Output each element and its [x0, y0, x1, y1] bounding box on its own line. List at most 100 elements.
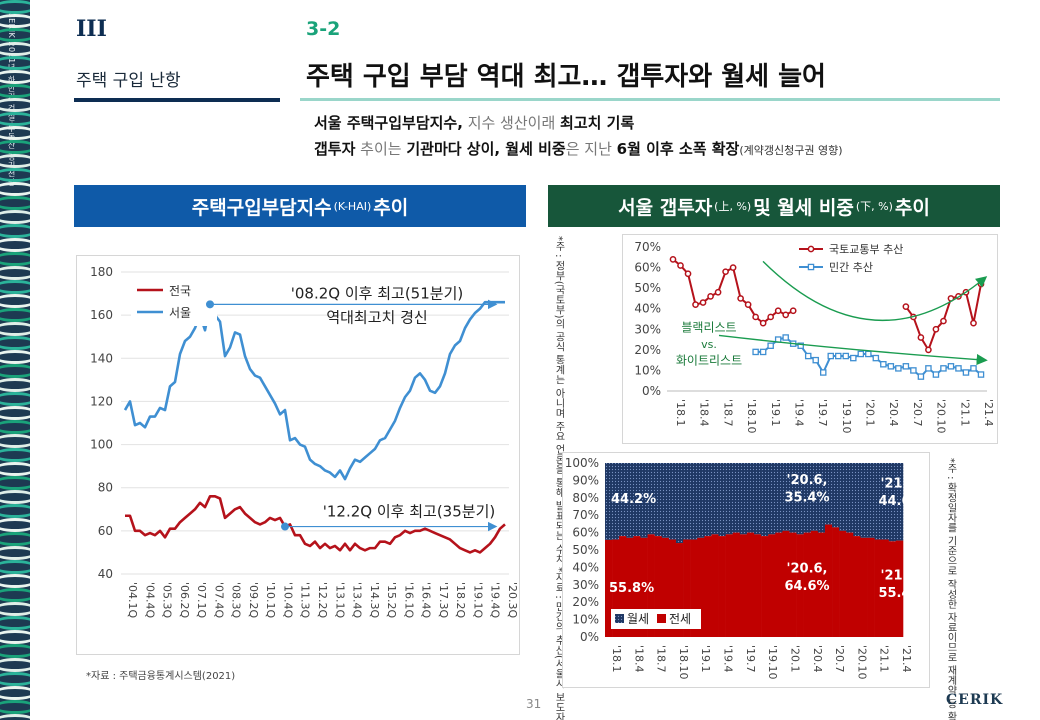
bar-jeonse: [654, 536, 663, 637]
x-tick-label: '18.10: [677, 645, 690, 680]
y-tick-label: 60: [98, 524, 113, 538]
decor-wave: [0, 0, 30, 14]
summary-2-part-c: 기관마다 상이, 월세 비중: [406, 140, 566, 158]
bar-jeonse: [874, 539, 883, 637]
bar-jeonse: [683, 539, 691, 637]
x-tick-label: '12.2Q: [316, 582, 329, 619]
data-point: [759, 348, 767, 356]
bar-jeonse: [796, 534, 804, 637]
y-tick-label: 80%: [572, 491, 599, 505]
x-tick-label: '19.7: [816, 399, 829, 427]
y-tick-label: 70%: [572, 508, 599, 522]
trend-curve-up: [762, 260, 988, 322]
decor-wave: [0, 350, 30, 364]
gap-invest-line-chart: 0% 10% 20% 30% 40% 50% 60% 70% '18.1 '18.4 '18.7 '1…: [634, 240, 995, 434]
data-point: [782, 334, 789, 341]
data-point: [729, 264, 737, 271]
x-tick-label: '19.4Q: [489, 582, 502, 619]
y-tick-label: 20%: [572, 595, 599, 609]
bar-wolse: [718, 463, 726, 537]
data-point: [917, 373, 925, 380]
bar-jeonse: [789, 532, 797, 637]
bar-wolse: [881, 463, 890, 540]
bar-wolse: [832, 463, 840, 528]
bar-jeonse: [668, 539, 677, 637]
decor-wave: [0, 308, 30, 322]
decor-wave: [0, 28, 30, 42]
bar-jeonse: [888, 541, 897, 637]
data-point: [842, 352, 850, 360]
bar-jeonse: [824, 524, 833, 637]
y-tick-label: 0%: [642, 384, 661, 398]
bar-jeonse: [839, 530, 847, 637]
x-tick-label: '19.1Q: [471, 582, 484, 619]
decor-wave: [0, 672, 30, 686]
decor-wave: [0, 588, 30, 602]
annotation-jeonse-end-2: 55.4%: [878, 586, 923, 601]
x-tick-label: '20.7: [911, 399, 924, 427]
summary-2-part-e: 6월 이후 소폭 확장: [616, 140, 740, 158]
decor-wave: [0, 574, 30, 588]
x-tick-label: '21.1: [878, 645, 891, 673]
y-tick-label: 60%: [572, 526, 599, 540]
bar-jeonse: [810, 530, 819, 637]
decor-wave: [0, 252, 30, 266]
annotation-blacklist: 블랙리스트: [681, 320, 736, 334]
y-tick-label: 180: [90, 265, 113, 279]
legend-box: [131, 278, 217, 326]
legend-swatch-wolse: [615, 614, 624, 623]
data-point: [850, 354, 857, 362]
bar-jeonse: [768, 534, 776, 637]
decor-wave: [0, 490, 30, 504]
series-line-national: [125, 495, 506, 554]
legend-box: [611, 609, 701, 629]
bar-jeonse: [711, 534, 719, 637]
bar-wolse: [690, 463, 698, 540]
x-tick-label: '07.4Q: [212, 582, 225, 619]
decor-wave: [0, 560, 30, 574]
bar-jeonse: [761, 536, 769, 637]
bar-jeonse: [675, 543, 684, 637]
bar-wolse: [775, 463, 783, 533]
data-point: [962, 369, 970, 376]
x-tick-label: '04.4Q: [143, 582, 156, 619]
bar-wolse: [668, 463, 677, 540]
bar-wolse: [640, 463, 648, 538]
bar-wolse: [654, 463, 663, 537]
x-tick-label: '18.1: [674, 399, 687, 427]
decor-wave: [0, 154, 30, 168]
x-tick-label: '18.7: [721, 399, 734, 427]
bar-jeonse: [775, 532, 783, 637]
bar-jeonse: [860, 537, 868, 637]
decor-wave: [0, 406, 30, 420]
decor-wave: [0, 686, 30, 700]
bar-wolse: [803, 463, 812, 533]
bar-jeonse: [754, 534, 762, 637]
bar-jeonse: [690, 539, 698, 637]
bar-jeonse: [853, 536, 861, 637]
bar-wolse: [725, 463, 734, 535]
y-tick-label: 100: [90, 438, 113, 452]
decor-wave: [0, 420, 30, 434]
x-tick-label: '18.7: [655, 645, 668, 673]
series-line-molit: [905, 283, 982, 353]
bar-wolse: [895, 463, 904, 541]
bar-wolse: [697, 463, 705, 538]
bar-wolse: [824, 463, 833, 525]
summary-1-part-a: 서울 주택구입부담지수,: [314, 114, 463, 132]
x-tick-label: '18.4: [698, 399, 711, 427]
x-tick-label: '21.4: [982, 399, 995, 427]
bar-jeonse: [782, 530, 790, 637]
x-tick-label: '18.1: [610, 645, 623, 673]
cerik-logo: CERIK: [946, 692, 1004, 708]
right-bottom-note: *주 : 확정일자를 기준으로 작성한 자료이므로 재계약 등 확정일자를 받지…: [944, 458, 957, 720]
series-line-seoul: [123, 300, 505, 481]
bar-jeonse: [647, 534, 655, 637]
bar-wolse: [789, 463, 797, 533]
bar-jeonse: [633, 536, 641, 637]
section-number: III: [76, 16, 107, 42]
decor-wave: [0, 518, 30, 532]
y-tick-label: 10%: [634, 363, 661, 377]
annotation-jeonse-peak-2: 64.6%: [784, 579, 829, 594]
